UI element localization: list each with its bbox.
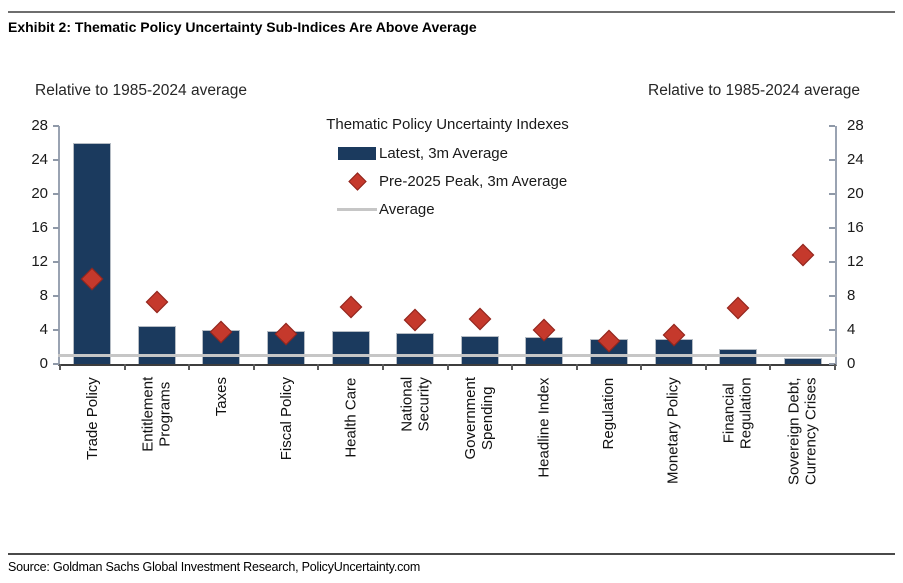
bar-swatch-icon: [337, 146, 377, 160]
x-tick: [704, 364, 707, 370]
legend-item-latest: Latest, 3m Average: [337, 139, 567, 167]
y-tick-label-right: 24: [847, 151, 864, 168]
y-tick-label-right: 20: [847, 185, 864, 202]
y-tick-left: [53, 193, 59, 195]
peak-diamond: [468, 307, 492, 331]
x-category-label: Monetary Policy: [664, 377, 682, 484]
peak-diamond: [726, 296, 750, 320]
y-tick-label-left: 12: [31, 253, 48, 270]
legend-label-latest: Latest, 3m Average: [379, 144, 508, 162]
x-category-label: National Security: [397, 376, 433, 432]
x-tick: [381, 364, 384, 370]
y-tick-label-left: 20: [31, 185, 48, 202]
y-tick-right: [829, 159, 835, 161]
y-tick-right: [829, 295, 835, 297]
bar: [525, 336, 564, 364]
x-category-label: Entitlement Programs: [139, 376, 174, 452]
legend: Latest, 3m Average Pre-2025 Peak, 3m Ave…: [337, 139, 567, 223]
diamond-swatch-icon: [337, 171, 377, 191]
x-tick: [834, 364, 836, 370]
source-note: Source: Goldman Sachs Global Investment …: [8, 560, 421, 574]
y-tick-right: [829, 125, 835, 127]
y-tick-left: [53, 295, 59, 297]
x-category-label: Financial Regulation: [720, 376, 755, 449]
peak-diamond: [339, 295, 362, 319]
y-tick-label-left: 4: [39, 321, 48, 338]
y-tick-label-left: 24: [31, 151, 48, 168]
left-axis-note: Relative to 1985-2024 average: [35, 82, 247, 99]
x-tick: [640, 364, 643, 370]
y-tick-label-right: 8: [847, 287, 856, 304]
y-tick-right: [829, 329, 835, 331]
peak-diamond: [403, 308, 427, 332]
legend-item-average: Average: [337, 195, 567, 223]
peak-diamond: [791, 243, 815, 267]
bar: [73, 143, 112, 364]
x-category-label: Health Care: [342, 377, 360, 458]
bar: [137, 325, 176, 364]
bar: [331, 330, 370, 364]
x-tick: [123, 364, 126, 370]
y-tick-left: [53, 125, 59, 127]
y-tick-left: [53, 363, 59, 365]
y-tick-left: [53, 329, 59, 331]
x-tick: [59, 364, 61, 370]
bar: [460, 335, 499, 364]
legend-label-average: Average: [379, 200, 435, 218]
x-category-label: Headline Index: [535, 377, 553, 478]
chart-title: Thematic Policy Uncertainty Indexes: [326, 116, 569, 133]
x-category-label: Government Spending: [462, 376, 497, 460]
x-tick: [317, 364, 320, 370]
x-tick: [511, 364, 514, 370]
y-tick-label-right: 12: [847, 253, 864, 270]
top-divider: [8, 11, 895, 13]
x-category-label: Sovereign Debt, Currency Crises: [785, 376, 820, 485]
x-tick: [188, 364, 191, 370]
y-tick-left: [53, 159, 59, 161]
x-category-label: Regulation: [600, 377, 618, 449]
y-tick-left: [53, 261, 59, 263]
x-tick: [252, 364, 255, 370]
y-tick-label-left: 0: [39, 355, 48, 372]
x-category-label: Fiscal Policy: [277, 376, 295, 461]
right-axis-note: Relative to 1985-2024 average: [648, 82, 860, 99]
peak-diamond: [145, 290, 169, 314]
x-category-label: Taxes: [212, 377, 230, 417]
line-swatch-icon: [337, 207, 377, 211]
x-tick: [446, 364, 449, 370]
y-tick-label-left: 28: [31, 117, 48, 134]
y-tick-label-left: 8: [39, 287, 48, 304]
x-tick: [769, 364, 772, 370]
average-line: [58, 354, 837, 357]
y-tick-label-right: 0: [847, 355, 856, 372]
y-tick-right: [829, 193, 835, 195]
y-tick-label-right: 16: [847, 219, 864, 236]
bar: [783, 358, 822, 364]
y-tick-label-right: 4: [847, 321, 856, 338]
y-tick-left: [53, 227, 59, 229]
legend-label-peak: Pre-2025 Peak, 3m Average: [379, 172, 568, 190]
page-title: Exhibit 2: Thematic Policy Uncertainty S…: [8, 19, 477, 35]
y-tick-label-left: 16: [31, 219, 48, 236]
bar: [396, 333, 435, 364]
x-tick: [575, 364, 578, 370]
plot-area: 0 0 4 4 8 8 12 12 16 16 20 20 24 24 28 28 Trade Policy En…: [31, 118, 863, 485]
y-tick-right: [829, 363, 835, 365]
x-category-label: Trade Policy: [83, 377, 101, 461]
y-tick-right: [829, 261, 835, 263]
bottom-divider: [8, 553, 895, 555]
y-tick-label-right: 28: [847, 117, 864, 134]
legend-item-peak: Pre-2025 Peak, 3m Average: [337, 167, 567, 195]
y-tick-right: [829, 227, 835, 229]
